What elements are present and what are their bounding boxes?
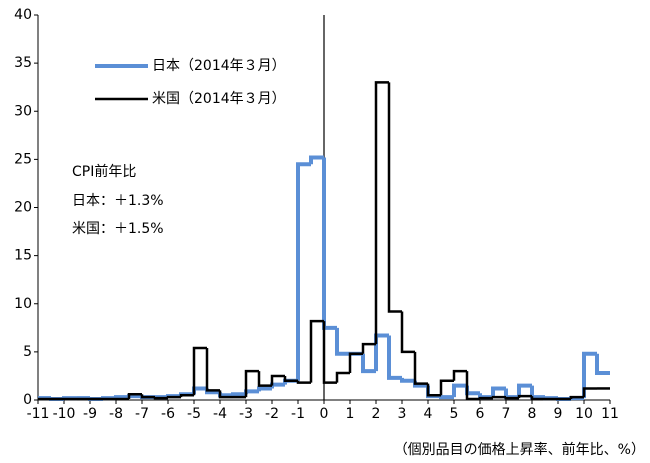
step-segment [218, 390, 233, 399]
x-tick-label: -11 [27, 406, 50, 422]
step-segment [309, 319, 324, 383]
y-tick-label: 35 [14, 55, 32, 71]
x-tick-label: 0 [320, 406, 329, 422]
step-segment [361, 342, 376, 354]
step-segment [452, 369, 467, 381]
step-segment [413, 351, 428, 385]
step-segment [257, 386, 272, 392]
x-tick-label: -5 [187, 406, 201, 422]
x-tick-label: 9 [554, 406, 563, 422]
step-segment [296, 380, 311, 384]
step-segment [400, 311, 415, 354]
step-segment [582, 387, 597, 398]
step-segment [257, 371, 272, 387]
step-segment [517, 383, 532, 398]
step-segment [530, 385, 545, 400]
x-tick-label: 1 [346, 406, 355, 422]
y-tick-label: 5 [23, 344, 32, 360]
step-segment [335, 327, 350, 356]
step-segment [244, 389, 259, 395]
step-segment [179, 393, 194, 398]
annotation: 日本：＋1.3% [72, 193, 164, 209]
x-tick-label: 2 [372, 406, 381, 422]
step-segment [270, 374, 285, 386]
annotation: CPI前年比 [72, 163, 136, 180]
step-segment [465, 385, 480, 396]
step-segment [426, 383, 441, 397]
step-segment [192, 346, 207, 396]
x-tick-label: 6 [476, 406, 485, 422]
x-tick-label: -4 [213, 406, 227, 422]
y-tick-label: 10 [14, 296, 32, 312]
step-segment [205, 348, 220, 392]
step-segment [166, 395, 181, 399]
step-segment [530, 396, 545, 401]
step-segment [491, 386, 506, 398]
step-segment [153, 396, 168, 400]
step-segment [491, 395, 506, 399]
step-segment [374, 81, 389, 345]
step-segment [296, 162, 311, 381]
x-tick-label: -6 [161, 406, 175, 422]
x-tick-label: -1 [291, 406, 305, 422]
step-segment [127, 392, 142, 400]
step-segment [387, 335, 402, 380]
y-tick-label: 40 [14, 7, 32, 23]
x-tick-label: -10 [53, 406, 76, 422]
y-tick-label: 0 [23, 392, 32, 408]
y-tick-label: 20 [14, 200, 32, 216]
x-tick-label: 4 [424, 406, 433, 422]
step-segment [140, 394, 155, 399]
legend-label: 米国（2014年３月） [152, 91, 286, 107]
step-segment [595, 353, 610, 376]
step-segment [270, 382, 285, 389]
y-tick-label: 25 [14, 151, 32, 167]
x-tick-label: -9 [83, 406, 97, 422]
step-segment [517, 394, 532, 399]
x-tick-label: 7 [502, 406, 511, 422]
x-tick-label: 11 [601, 406, 619, 422]
step-segment [231, 392, 246, 397]
x-tick-label: -8 [109, 406, 123, 422]
step-segment [478, 396, 493, 400]
step-segment [309, 155, 324, 165]
y-tick-label: 15 [14, 248, 32, 264]
step-segment [400, 377, 415, 383]
x-tick-label: 3 [398, 406, 407, 422]
step-segment [348, 352, 363, 374]
step-segment [439, 379, 454, 396]
step-segment [452, 383, 467, 398]
x-tick-label: -2 [265, 406, 279, 422]
step-segment [361, 353, 376, 374]
step-segment [504, 396, 519, 400]
step-segment [244, 369, 259, 398]
step-segment [465, 371, 480, 401]
x-axis-label: （個別品目の価格上昇率、前年比、%） [394, 441, 645, 458]
x-tick-label: 8 [528, 406, 537, 422]
step-segment [335, 371, 350, 383]
annotation: 米国：＋1.5% [72, 221, 164, 237]
x-tick-label: -3 [239, 406, 253, 422]
y-tick-label: 30 [14, 103, 32, 119]
step-segment [439, 395, 454, 400]
x-tick-label: -7 [135, 406, 149, 422]
step-segment [322, 157, 337, 330]
step-segment [387, 82, 402, 313]
x-tick-label: 10 [575, 406, 593, 422]
step-segment [582, 351, 597, 399]
step-segment [114, 395, 129, 400]
step-segment [283, 375, 298, 382]
step-segment [322, 321, 337, 384]
step-segment [569, 395, 584, 400]
x-tick-label: 5 [450, 406, 459, 422]
legend-label: 日本（2014年３月） [152, 58, 286, 74]
